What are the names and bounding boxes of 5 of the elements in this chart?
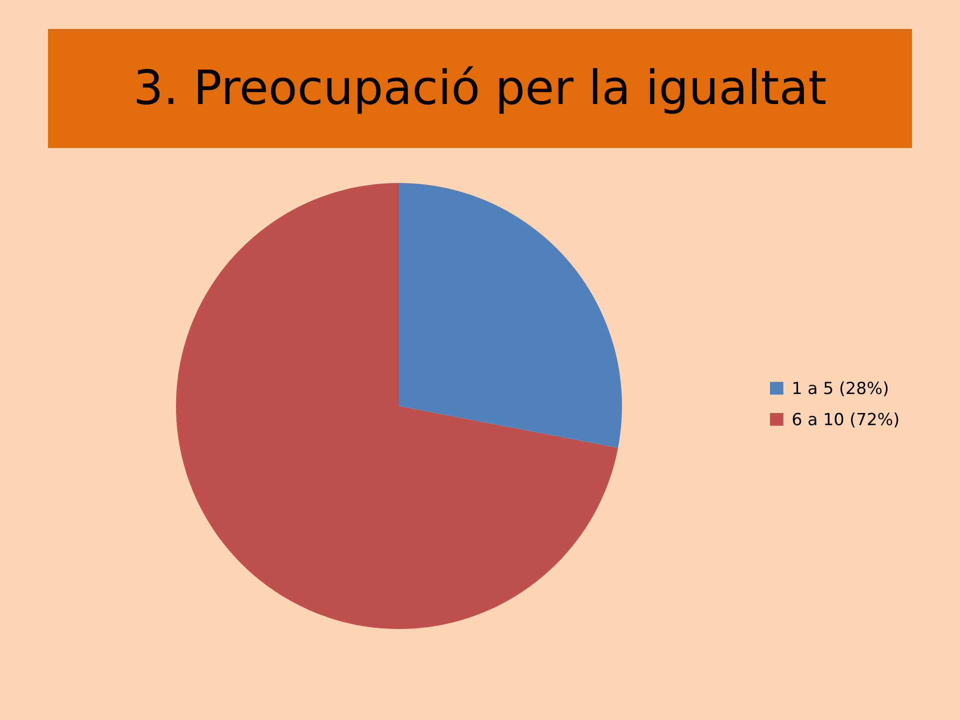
pie-slice xyxy=(399,183,622,448)
chart-title: 3. Preocupació per la igualtat xyxy=(136,66,826,114)
legend-label: 6 a 10 (72%) xyxy=(792,412,898,428)
legend-label: 1 a 5 (28%) xyxy=(793,381,888,396)
pie-slice xyxy=(176,183,618,629)
